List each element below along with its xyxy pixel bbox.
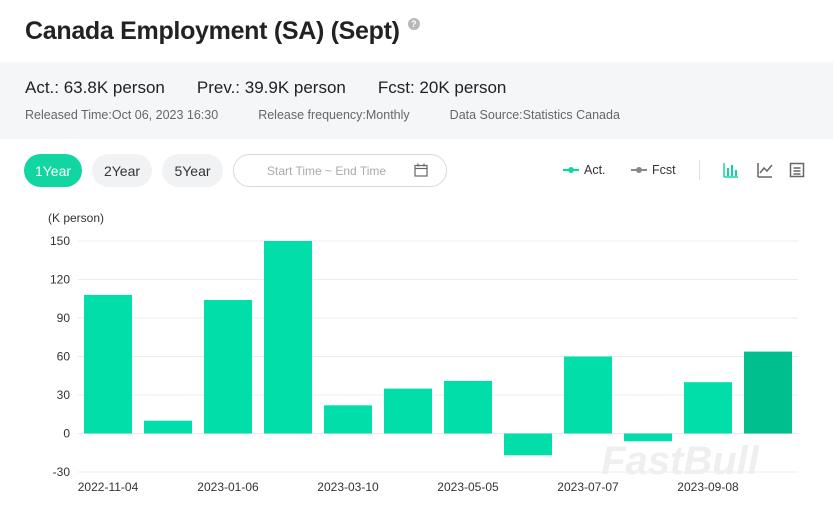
- range-5year-button[interactable]: 5Year: [162, 154, 223, 187]
- x-axis-labels: 2022-11-04 2023-01-06 2023-03-10 2023-05-05…: [78, 480, 739, 494]
- bar-2023-01-06[interactable]: [204, 300, 252, 434]
- release-info: Released Time:Oct 06, 2023 16:30 Release…: [25, 108, 660, 122]
- y-tick-label: 60: [57, 350, 71, 364]
- range-1year-button[interactable]: 1Year: [24, 154, 82, 187]
- bar-2023-04-06[interactable]: [384, 388, 432, 434]
- x-tick-label: 2023-07-07: [557, 480, 619, 494]
- legend-act[interactable]: Act.: [563, 163, 606, 177]
- bar-2023-09-08[interactable]: [684, 382, 732, 434]
- data-source: Data Source:Statistics Canada: [449, 108, 620, 122]
- table-icon[interactable]: [787, 160, 807, 180]
- bar-2023-07-07[interactable]: [564, 356, 612, 434]
- x-tick-label: 2022-11-04: [78, 480, 139, 494]
- x-tick-label: 2023-09-08: [677, 480, 739, 494]
- y-tick-label: -30: [53, 465, 71, 479]
- help-icon[interactable]: ?: [407, 18, 420, 30]
- fastbull-watermark: FastBull: [601, 439, 760, 483]
- bar-2023-06-09[interactable]: [504, 433, 552, 456]
- legend-fcst-marker: [631, 167, 647, 173]
- y-axis-labels: 150 120 90 60 30 0 -30: [50, 234, 70, 479]
- y-tick-label: 90: [57, 311, 71, 325]
- legend-act-label: Act.: [584, 163, 606, 177]
- stats-values: Act.: 63.8K person Prev.: 39.9K person F…: [25, 78, 538, 98]
- calendar-icon[interactable]: [414, 163, 428, 177]
- stats-panel: Act.: 63.8K person Prev.: 39.9K person F…: [0, 62, 833, 139]
- legend-fcst-label: Fcst: [652, 163, 676, 177]
- legend-act-marker: [563, 167, 579, 173]
- actual-value: Act.: 63.8K person: [25, 78, 165, 97]
- bar-2023-08-04[interactable]: [624, 433, 672, 442]
- bar-chart-icon[interactable]: [721, 160, 741, 180]
- y-tick-label: 150: [50, 234, 70, 248]
- date-range-placeholder: Start Time ~ End Time: [267, 163, 387, 178]
- range-2year-button[interactable]: 2Year: [92, 154, 152, 187]
- x-tick-label: 2023-01-06: [197, 480, 259, 494]
- y-axis-unit-label: (K person): [48, 211, 104, 225]
- bar-2023-05-05[interactable]: [444, 380, 492, 434]
- x-tick-label: 2023-05-05: [437, 480, 499, 494]
- bar-2022-11-04[interactable]: [84, 294, 132, 434]
- chart-controls: 1Year 2Year 5Year Start Time ~ End Time …: [24, 154, 814, 188]
- x-tick-label: 2023-03-10: [317, 480, 379, 494]
- toolbar-divider: [699, 160, 700, 180]
- y-tick-label: 0: [63, 427, 70, 441]
- line-chart-icon[interactable]: [755, 160, 775, 180]
- y-tick-label: 30: [57, 388, 71, 402]
- released-time: Released Time:Oct 06, 2023 16:30: [25, 108, 219, 122]
- bar-2023-03-10[interactable]: [324, 405, 372, 434]
- previous-value: Prev.: 39.9K person: [196, 78, 346, 97]
- bars: [84, 241, 792, 456]
- date-range-input[interactable]: Start Time ~ End Time: [233, 154, 447, 187]
- title-row: Canada Employment (SA) (Sept) ?: [25, 14, 420, 48]
- legend-fcst[interactable]: Fcst: [631, 163, 676, 177]
- gridlines: [78, 240, 798, 473]
- forecast-value: Fcst: 20K person: [377, 78, 507, 97]
- bar-2023-10-06[interactable]: [744, 351, 792, 434]
- bar-2022-12-02[interactable]: [144, 420, 192, 434]
- page-title: Canada Employment (SA) (Sept): [25, 16, 400, 45]
- release-frequency: Release frequency:Monthly: [258, 108, 410, 122]
- y-tick-label: 120: [50, 273, 70, 287]
- bar-2023-02-10[interactable]: [264, 241, 312, 434]
